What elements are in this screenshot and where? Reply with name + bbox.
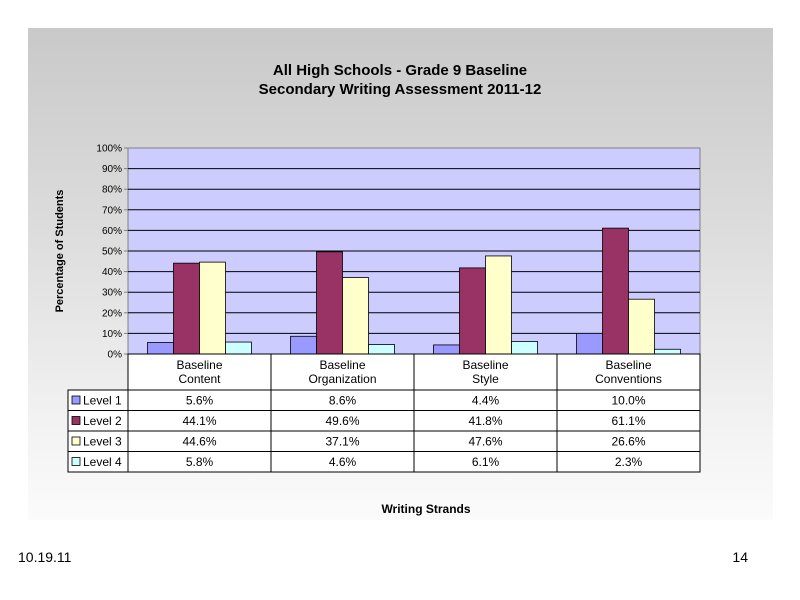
category-label: Organization — [308, 372, 376, 386]
category-label: Style — [472, 372, 499, 386]
bar — [602, 227, 629, 355]
data-label: 4.6% — [329, 455, 357, 469]
bar — [225, 341, 252, 355]
bar — [511, 341, 538, 355]
bar — [485, 255, 512, 355]
y-tick-label: 50% — [102, 247, 122, 258]
data-label: 8.6% — [329, 394, 357, 408]
category-label: Content — [178, 372, 221, 386]
bar — [368, 344, 395, 355]
bar — [654, 348, 681, 355]
bar — [628, 298, 655, 355]
bar — [576, 332, 603, 355]
category-label: Baseline — [319, 358, 365, 372]
bar — [459, 267, 486, 355]
y-tick-label: 30% — [102, 288, 122, 299]
data-label: 37.1% — [325, 435, 359, 449]
bar — [316, 251, 343, 355]
legend-label: Level 4 — [83, 455, 122, 469]
legend-label: Level 2 — [83, 414, 122, 428]
data-label: 61.1% — [611, 414, 645, 428]
data-label: 26.6% — [611, 435, 645, 449]
legend-key — [71, 416, 81, 425]
footer-date: 10.19.11 — [18, 549, 72, 565]
category-label: Baseline — [176, 358, 222, 372]
y-tick-label: 60% — [102, 226, 122, 237]
category-label: Baseline — [605, 358, 651, 372]
bar — [342, 277, 369, 355]
category-label: Conventions — [595, 372, 662, 386]
y-tick-label: 90% — [102, 164, 122, 175]
data-label: 5.8% — [186, 455, 214, 469]
legend-key — [71, 436, 81, 446]
chart-title: All High Schools - Grade 9 Baseline — [272, 62, 528, 79]
page-number: 14 — [732, 549, 748, 565]
legend-key — [71, 395, 81, 405]
data-label: 47.6% — [468, 435, 502, 449]
data-label: 5.6% — [186, 394, 214, 408]
bar — [199, 261, 226, 355]
legend-label: Level 1 — [83, 394, 122, 408]
y-tick-label: 70% — [102, 205, 122, 216]
data-label: 10.0% — [611, 394, 645, 408]
data-label: 44.6% — [182, 435, 216, 449]
y-tick-label: 40% — [102, 267, 122, 278]
data-label: 6.1% — [472, 455, 500, 469]
data-label: 4.4% — [472, 394, 500, 408]
data-label: 2.3% — [615, 455, 643, 469]
category-label: Baseline — [462, 358, 508, 372]
chart-subtitle: Secondary Writing Assessment 2011-12 — [258, 81, 542, 98]
y-tick-label: 0% — [108, 350, 123, 361]
data-label: 41.8% — [468, 414, 502, 428]
y-tick-label: 20% — [102, 308, 122, 319]
data-label: 44.1% — [182, 414, 216, 428]
bar — [147, 342, 174, 355]
bar — [173, 262, 200, 355]
legend-label: Level 3 — [83, 435, 122, 449]
y-tick-label: 80% — [102, 185, 122, 196]
y-tick-label: 10% — [102, 329, 122, 340]
data-label: 49.6% — [325, 414, 359, 428]
bar — [433, 344, 460, 355]
y-tick-label: 100% — [96, 144, 122, 155]
x-axis-label: Writing Strands — [381, 502, 471, 516]
bar — [290, 335, 317, 355]
legend-key — [71, 457, 81, 466]
